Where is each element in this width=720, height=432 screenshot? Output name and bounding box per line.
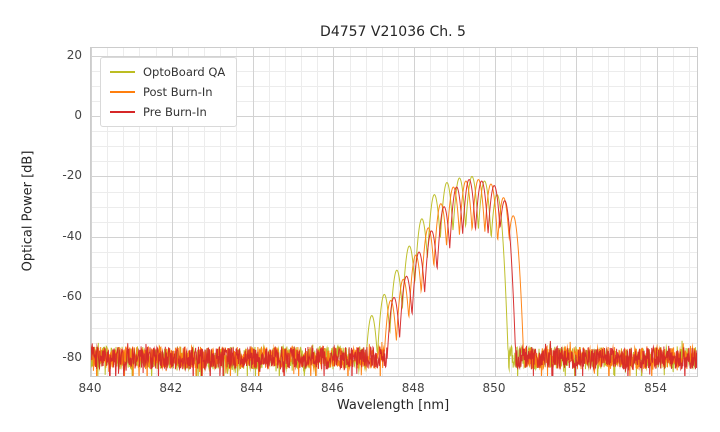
plot-area: OptoBoard QA Post Burn-In Pre Burn-In [90,47,698,377]
legend-item-pre-burn-in: Pre Burn-In [110,105,225,119]
legend: OptoBoard QA Post Burn-In Pre Burn-In [100,57,238,127]
legend-line-swatch [110,71,135,73]
legend-item-optoboard-qa: OptoBoard QA [110,65,225,79]
y-axis-label: Optical Power [dB] [20,150,36,272]
y-tick-label: -20 [62,168,82,183]
legend-label: Post Burn-In [143,85,213,99]
chart-title: D4757 V21036 Ch. 5 [320,24,466,40]
legend-label: Pre Burn-In [143,105,207,119]
x-tick-label: 852 [563,381,587,395]
legend-item-post-burn-in: Post Burn-In [110,85,225,99]
legend-label: OptoBoard QA [143,65,226,79]
x-tick-label: 854 [644,381,668,395]
y-tick-label: -80 [62,349,82,364]
y-tick-label: 0 [74,108,82,123]
y-tick-label: -60 [62,289,82,304]
x-tick-label: 840 [78,381,102,395]
legend-line-swatch [110,91,135,93]
y-tick-label: 20 [66,47,82,62]
legend-line-swatch [110,111,135,113]
x-axis-label: Wavelength [nm] [336,398,450,413]
y-tick-label: -40 [62,228,82,243]
x-tick-label: 848 [401,381,425,395]
x-tick-label: 844 [240,381,264,395]
x-tick-label: 850 [482,381,506,395]
x-tick-label: 842 [159,381,183,395]
x-tick-label: 846 [320,381,344,395]
